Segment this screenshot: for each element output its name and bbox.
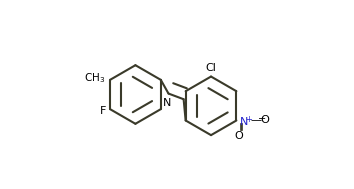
Text: Cl: Cl (206, 63, 216, 73)
Text: CH$_3$: CH$_3$ (84, 71, 105, 85)
Text: N: N (163, 98, 172, 108)
Text: −: − (258, 114, 266, 124)
Text: +: + (245, 115, 252, 124)
Text: F: F (100, 106, 106, 116)
Text: O: O (235, 131, 244, 141)
Text: —O: —O (250, 115, 270, 125)
Text: N: N (240, 117, 249, 127)
